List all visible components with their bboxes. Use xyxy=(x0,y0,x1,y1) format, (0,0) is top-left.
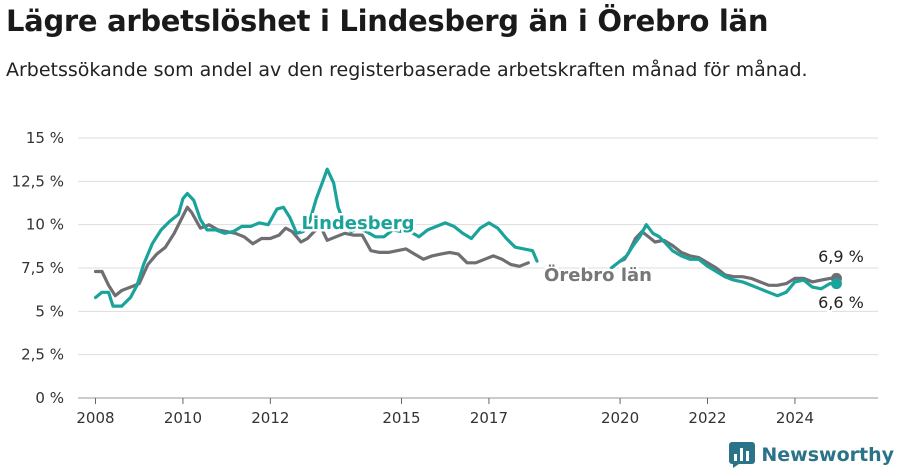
series-layer xyxy=(93,167,842,308)
bar-chart-logo-icon xyxy=(729,442,756,468)
x-tick-label: 2015 xyxy=(382,409,420,427)
series-label-lindesberg: Lindesberg xyxy=(301,213,414,234)
end-point-marker xyxy=(830,278,842,290)
x-tick-label: 2012 xyxy=(251,409,289,427)
x-tick-label: 2010 xyxy=(164,409,202,427)
series-line-lindesberg-a xyxy=(93,167,539,308)
newsworthy-brand: Newsworthy xyxy=(729,442,894,468)
x-tick-label: 2022 xyxy=(688,409,726,427)
y-tick-label: 12,5 % xyxy=(12,172,64,190)
x-tick-label: 2020 xyxy=(601,409,639,427)
series-line-lindesberg-b xyxy=(609,223,839,298)
y-tick-label: 0 % xyxy=(35,389,64,407)
y-tick-label: 7,5 % xyxy=(21,259,64,277)
y-tick-label: 2,5 % xyxy=(21,346,64,364)
brand-name: Newsworthy xyxy=(761,444,894,466)
x-tick-label: 2008 xyxy=(76,409,114,427)
end-value-label-lindesberg: 6,6 % xyxy=(818,293,864,312)
series-line-orebro-lan-b xyxy=(618,230,839,287)
series-label-orebro-lan: Örebro län xyxy=(544,264,652,286)
x-axis: 2008 2010 2012 2015 2017 2020 2022 2024 xyxy=(76,398,814,427)
x-tick-label: 2024 xyxy=(776,409,814,427)
chart-subtitle: Arbetssökande som andel av den registerb… xyxy=(6,59,808,81)
x-tick-label: 2017 xyxy=(470,409,508,427)
y-tick-label: 10 % xyxy=(26,216,64,234)
chart-title: Lägre arbetslöshet i Lindesberg än i Öre… xyxy=(6,4,769,38)
y-tick-label: 5 % xyxy=(35,302,64,320)
label-layer: Lindesberg Örebro län 6,9 % 6,6 % xyxy=(299,211,866,315)
grid-layer: 0 % 2,5 % 5 % 7,5 % 10 % 12,5 % 15 % xyxy=(12,129,878,407)
y-tick-label: 15 % xyxy=(26,129,64,147)
end-value-label-orebro-lan: 6,9 % xyxy=(818,247,864,266)
series-line-orebro-lan-a xyxy=(93,205,530,298)
